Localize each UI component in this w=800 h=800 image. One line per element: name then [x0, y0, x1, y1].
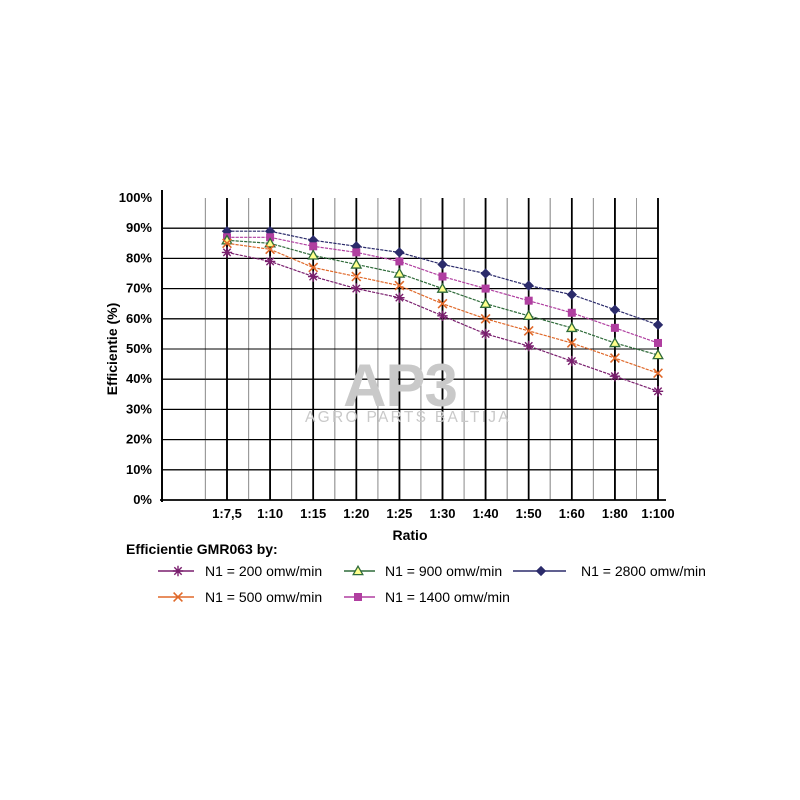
svg-text:90%: 90%	[126, 220, 152, 235]
svg-text:N1 = 500 omw/min: N1 = 500 omw/min	[205, 589, 322, 605]
svg-text:40%: 40%	[126, 371, 152, 386]
svg-text:20%: 20%	[126, 432, 152, 447]
svg-text:N1 = 900 omw/min: N1 = 900 omw/min	[385, 563, 502, 579]
svg-text:1:80: 1:80	[602, 506, 628, 521]
svg-text:1:30: 1:30	[429, 506, 455, 521]
svg-text:1:40: 1:40	[473, 506, 499, 521]
svg-text:30%: 30%	[126, 401, 152, 416]
svg-text:1:50: 1:50	[516, 506, 542, 521]
svg-text:1:7,5: 1:7,5	[212, 506, 242, 521]
svg-text:1:10: 1:10	[257, 506, 283, 521]
svg-text:Ratio: Ratio	[393, 527, 428, 543]
svg-text:80%: 80%	[126, 250, 152, 265]
svg-text:70%: 70%	[126, 281, 152, 296]
svg-text:N1 = 2800 omw/min: N1 = 2800 omw/min	[581, 563, 706, 579]
svg-text:10%: 10%	[126, 462, 152, 477]
svg-text:N1 = 200 omw/min: N1 = 200 omw/min	[205, 563, 322, 579]
svg-text:1:20: 1:20	[343, 506, 369, 521]
svg-text:0%: 0%	[133, 492, 152, 507]
svg-text:1:100: 1:100	[641, 506, 674, 521]
svg-text:N1 = 1400 omw/min: N1 = 1400 omw/min	[385, 589, 510, 605]
svg-text:50%: 50%	[126, 341, 152, 356]
svg-text:1:15: 1:15	[300, 506, 326, 521]
svg-text:1:25: 1:25	[386, 506, 412, 521]
svg-text:Efficientie GMR063 by:: Efficientie GMR063 by:	[126, 541, 278, 557]
svg-text:100%: 100%	[119, 190, 153, 205]
svg-text:AGRO PARTS BALTIJA: AGRO PARTS BALTIJA	[305, 409, 511, 426]
svg-text:60%: 60%	[126, 311, 152, 326]
svg-text:Efficientie (%): Efficientie (%)	[104, 303, 120, 396]
svg-text:1:60: 1:60	[559, 506, 585, 521]
